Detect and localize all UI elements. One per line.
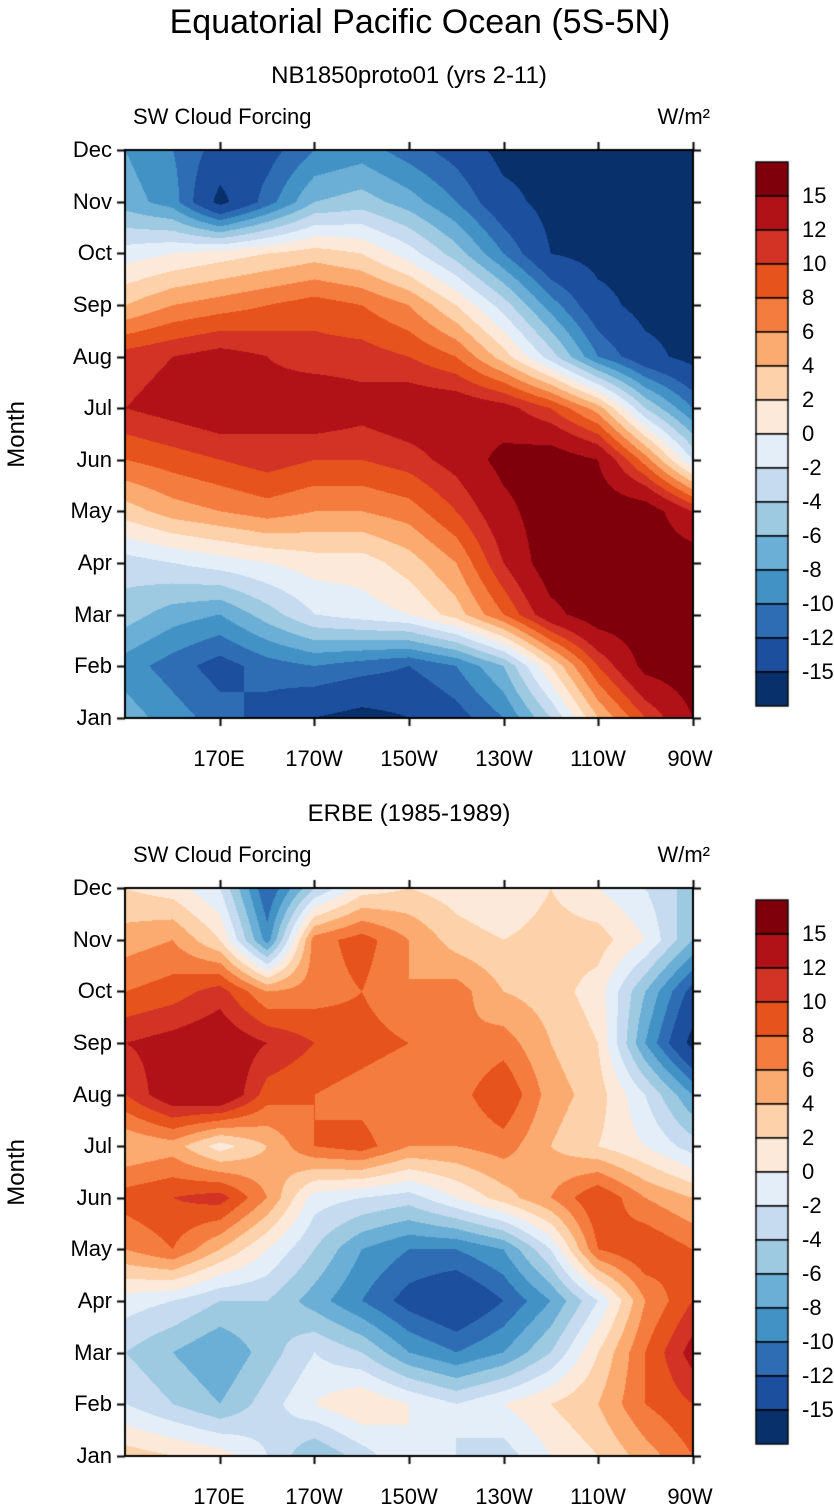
x-tick-label: 170W	[285, 1484, 343, 1509]
x-tick-label: 110W	[570, 746, 626, 771]
month-label: Oct	[77, 240, 112, 266]
colorbar-label: -2	[802, 1193, 822, 1218]
month-label: Nov	[72, 926, 112, 952]
page-title: Equatorial Pacific Ocean (5S-5N)	[169, 3, 671, 41]
panel-erbe: ERBE (1985-1989) SW Cloud Forcing W/m² M…	[0, 800, 834, 1509]
month-label: Aug	[72, 343, 112, 369]
y-tick-labels: Dec Nov Oct Sep Aug Jul Jun May Apr Mar …	[30, 874, 112, 1470]
panel-model: NB1850proto01 (yrs 2-11) SW Cloud Forcin…	[0, 62, 834, 782]
x-tick-label: 150W	[380, 746, 438, 771]
y-axis-title-text: Month	[3, 400, 30, 468]
y-axis-title: Month	[2, 140, 32, 728]
colorbar-label: 6	[802, 1057, 815, 1082]
month-label: Oct	[77, 978, 112, 1004]
colorbar-label: -15	[802, 1397, 834, 1422]
panel-subtitle: NB1850proto01 (yrs 2-11)	[271, 62, 547, 89]
colorbar-label: 15	[802, 921, 827, 946]
colorbar-label: 12	[802, 955, 827, 980]
colorbar-label: 4	[802, 1091, 815, 1116]
colorbar-labels: 15 12 10 8 6 4 2 0 -2 -4 -6 -8 -10 -12 -…	[802, 183, 834, 685]
colorbar-label: 12	[802, 217, 827, 242]
colorbar-label: -10	[802, 591, 834, 616]
x-tick-label: 170E	[193, 746, 245, 771]
month-label: Jul	[83, 395, 112, 421]
colorbar-label: 0	[802, 421, 815, 446]
panel-subtitle: ERBE (1985-1989)	[307, 800, 511, 827]
month-label: Sep	[72, 1029, 112, 1055]
colorbar-label: -8	[802, 1295, 822, 1320]
x-tick-label: 170W	[285, 746, 343, 771]
units-label: W/m²	[657, 842, 710, 867]
month-label: Sep	[72, 291, 112, 317]
colorbar-label: -10	[802, 1329, 834, 1354]
colorbar	[752, 160, 792, 710]
month-label: Aug	[72, 1081, 112, 1107]
contour-plot	[115, 140, 703, 728]
colorbar-label: 8	[802, 285, 815, 310]
x-tick-label: 130W	[475, 746, 533, 771]
y-axis-title: Month	[2, 878, 32, 1466]
month-label: Jul	[83, 1133, 112, 1159]
colorbar-label: 15	[802, 183, 827, 208]
colorbar-labels: 15 12 10 8 6 4 2 0 -2 -4 -6 -8 -10 -12 -…	[802, 921, 834, 1423]
colorbar-label: -2	[802, 455, 822, 480]
month-label: May	[70, 498, 112, 524]
month-label: Jan	[76, 704, 112, 730]
colorbar-label: 6	[802, 319, 815, 344]
field-name-label: SW Cloud Forcing	[133, 104, 312, 129]
month-label: Apr	[77, 1288, 112, 1313]
colorbar-label: 10	[802, 251, 827, 276]
colorbar-label: -6	[802, 523, 822, 548]
x-tick-labels: 170E 170W 150W 130W 110W 90W	[0, 746, 834, 772]
colorbar-label: -12	[802, 1363, 834, 1388]
month-label: Jun	[76, 446, 112, 472]
colorbar-label: 2	[802, 387, 815, 412]
colorbar-label: 2	[802, 1125, 815, 1150]
month-label: May	[70, 1236, 112, 1262]
x-tick-label: 150W	[380, 1484, 438, 1509]
month-label: Jun	[76, 1184, 112, 1210]
colorbar-label: 4	[802, 353, 815, 378]
y-axis-title-text: Month	[3, 1138, 30, 1206]
contour-plot	[115, 878, 703, 1466]
colorbar-label: -12	[802, 625, 834, 650]
field-name-label: SW Cloud Forcing	[133, 842, 312, 867]
month-label: Mar	[74, 1339, 112, 1365]
y-tick-labels: Dec Nov Oct Sep Aug Jul Jun May Apr Mar …	[30, 136, 112, 732]
month-label: Mar	[74, 601, 112, 627]
colorbar-label: -6	[802, 1261, 822, 1286]
units-label: W/m²	[657, 104, 710, 129]
x-tick-label: 90W	[667, 746, 713, 771]
x-tick-label: 170E	[193, 1484, 245, 1509]
x-tick-labels: 170E 170W 150W 130W 110W 90W	[0, 1484, 834, 1509]
colorbar-label: -4	[802, 1227, 822, 1252]
month-label: Dec	[72, 137, 112, 162]
colorbar-label: -15	[802, 659, 834, 684]
month-label: Feb	[74, 1391, 112, 1417]
colorbar-label: -4	[802, 489, 822, 514]
colorbar-label: 8	[802, 1023, 815, 1048]
month-label: Jan	[76, 1442, 112, 1468]
colorbar	[752, 898, 792, 1448]
x-tick-label: 130W	[475, 1484, 533, 1509]
month-label: Dec	[72, 875, 112, 900]
colorbar-label: 0	[802, 1159, 815, 1184]
colorbar-label: -8	[802, 557, 822, 582]
colorbar-label: 10	[802, 989, 827, 1014]
month-label: Feb	[74, 653, 112, 679]
month-label: Nov	[72, 188, 112, 214]
month-label: Apr	[77, 550, 112, 575]
x-tick-label: 90W	[667, 1484, 713, 1509]
x-tick-label: 110W	[570, 1484, 626, 1509]
